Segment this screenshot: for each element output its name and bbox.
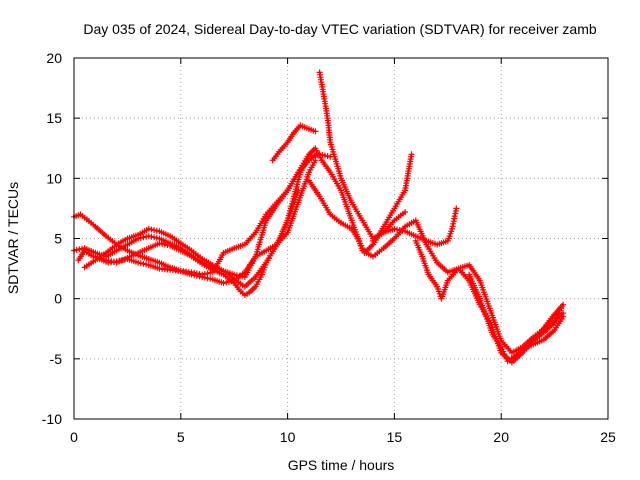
series-track-6 <box>269 122 319 164</box>
series-layer <box>71 69 567 366</box>
data-point-marker <box>295 187 302 194</box>
x-tick-labels: 0 5 10 15 20 25 <box>70 429 616 445</box>
data-point-marker <box>408 151 415 158</box>
x-tick-label: 20 <box>493 429 509 445</box>
x-tick-label: 0 <box>70 429 78 445</box>
y-tick-label: -10 <box>42 411 62 427</box>
y-tick-labels: -10 -5 0 5 10 15 20 <box>42 50 62 427</box>
data-point-marker <box>402 209 409 215</box>
y-tick-label: 10 <box>46 170 62 186</box>
y-tick-label: 0 <box>54 291 62 307</box>
y-tick-label: 15 <box>46 110 62 126</box>
chart-title: Day 035 of 2024, Sidereal Day-to-day VTE… <box>83 21 596 37</box>
x-tick-label: 10 <box>280 429 296 445</box>
x-axis-title: GPS time / hours <box>288 457 395 473</box>
series-track-9 <box>370 205 460 248</box>
x-tick-label: 5 <box>177 429 185 445</box>
axis-ticks <box>73 57 609 420</box>
series-track-12 <box>530 301 567 344</box>
y-axis-title: SDTVAR / TECUs <box>5 182 21 294</box>
series-track-4 <box>92 187 302 299</box>
data-point-marker <box>560 301 567 308</box>
data-point-marker <box>560 313 567 320</box>
series-track-1 <box>71 157 319 286</box>
y-tick-label: 20 <box>46 50 62 66</box>
y-tick-label: -5 <box>50 351 63 367</box>
x-tick-label: 25 <box>600 429 616 445</box>
data-point-marker <box>453 205 460 212</box>
series-track-8 <box>306 151 415 256</box>
x-tick-label: 15 <box>387 429 403 445</box>
data-point-marker <box>312 128 319 135</box>
series-track-11 <box>466 271 567 365</box>
y-tick-label: 5 <box>54 231 62 247</box>
